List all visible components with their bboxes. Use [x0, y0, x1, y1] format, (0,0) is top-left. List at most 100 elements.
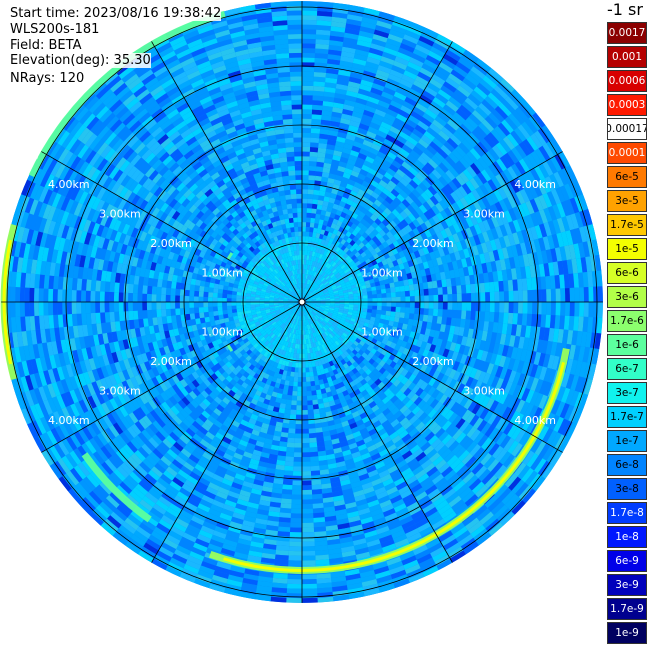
- range-gate-cell: [508, 280, 514, 291]
- range-gate-cell: [302, 43, 316, 48]
- range-gate-cell: [302, 438, 309, 443]
- range-gate-cell: [291, 499, 302, 504]
- range-gate-cell: [299, 349, 302, 354]
- range-gate-cell: [390, 287, 395, 292]
- range-gate-cell: [309, 438, 317, 443]
- range-gate-cell: [313, 91, 324, 97]
- range-gate-cell: [302, 410, 308, 415]
- range-gate-cell: [309, 232, 313, 237]
- range-gate-cell: [297, 401, 302, 406]
- range-gate-cell: [424, 308, 429, 315]
- range-gate-cell: [531, 314, 537, 327]
- range-gate-cell: [316, 209, 322, 214]
- range-gate-cell: [295, 429, 302, 434]
- range-gate-cell: [293, 476, 302, 481]
- range-gate-cell: [288, 433, 295, 438]
- range-gate-cell: [314, 531, 327, 537]
- range-gate-cell: [290, 527, 302, 532]
- range-gate-cell: [290, 523, 302, 528]
- range-gate-cell: [280, 508, 291, 514]
- range-gate-cell: [302, 382, 306, 387]
- range-gate-cell: [452, 286, 457, 294]
- range-gate-cell: [302, 523, 314, 528]
- range-gate-cell: [302, 236, 305, 241]
- range-gate-cell: [316, 166, 324, 172]
- range-gate-cell: [437, 316, 443, 324]
- range-gate-cell: [309, 171, 316, 176]
- range-gate-cell: [432, 316, 438, 324]
- range-gate-cell: [307, 391, 312, 396]
- range-gate-cell: [315, 427, 322, 433]
- range-gate-cell: [286, 598, 302, 603]
- range-gate-cell: [452, 294, 457, 302]
- range-gate-cell: [302, 95, 313, 100]
- range-gate-cell: [462, 302, 467, 311]
- range-gate-cell: [302, 152, 310, 157]
- range-gate-cell: [305, 232, 309, 237]
- range-gate-cell: [302, 448, 310, 453]
- range-gate-cell: [414, 290, 419, 296]
- range-gate-cell: [277, 531, 290, 537]
- range-gate-cell: [413, 284, 418, 291]
- range-gate-cell: [509, 302, 514, 313]
- range-gate-cell: [313, 95, 324, 101]
- range-gate-cell: [310, 152, 318, 157]
- range-gate-cell: [314, 522, 326, 528]
- range-gate-cell: [456, 310, 461, 319]
- range-gate-cell: [278, 526, 290, 532]
- range-gate-cell: [415, 302, 420, 308]
- range-gate-cell: [560, 288, 565, 302]
- range-gate-cell: [401, 297, 406, 302]
- range-gate-cell: [293, 466, 302, 471]
- range-gate-cell: [287, 395, 293, 400]
- range-gate-cell: [433, 288, 438, 295]
- range-gate-cell: [289, 546, 302, 551]
- range-gate-cell: [302, 485, 312, 490]
- range-gate-cell: [302, 584, 317, 589]
- range-gate-cell: [437, 280, 443, 288]
- range-gate-cell: [476, 302, 481, 311]
- range-gate-cell: [349, 299, 354, 302]
- range-gate-cell: [287, 584, 302, 589]
- range-gate-cell: [499, 291, 504, 302]
- range-gate-cell: [448, 294, 453, 302]
- range-gate-cell: [293, 471, 302, 476]
- range-gate-cell: [415, 296, 420, 302]
- range-gate-cell: [317, 399, 323, 405]
- range-gate-cell: [363, 295, 368, 299]
- range-gate-cell: [281, 394, 287, 400]
- range-gate-cell: [311, 213, 316, 218]
- range-gate-cell: [504, 291, 509, 302]
- range-gate-cell: [311, 119, 321, 124]
- range-gate-cell: [433, 295, 438, 302]
- range-gate-cell: [280, 437, 288, 443]
- range-gate-cell: [290, 410, 296, 415]
- range-gate-cell: [377, 302, 382, 306]
- range-gate-cell: [309, 166, 316, 171]
- range-gate-cell: [302, 39, 316, 44]
- range-gate-cell: [308, 410, 314, 415]
- range-gate-cell: [489, 312, 494, 322]
- range-gate-cell: [522, 278, 528, 290]
- range-gate-cell: [315, 176, 322, 182]
- range-gate-cell: [291, 367, 295, 372]
- range-gate-cell: [302, 480, 312, 485]
- range-gate-cell: [556, 288, 561, 302]
- range-gate-cell: [433, 309, 438, 316]
- range-gate-cell: [308, 175, 315, 180]
- range-gate-cell: [311, 133, 320, 138]
- range-gate-cell: [302, 363, 305, 368]
- range-gate-cell: [405, 291, 410, 297]
- range-gate-cell: [317, 394, 323, 400]
- range-gate-cell: [302, 199, 307, 204]
- range-gate-cell: [312, 199, 318, 204]
- range-gate-cell: [302, 119, 312, 124]
- range-gate-cell: [409, 313, 414, 319]
- range-gate-cell: [281, 432, 289, 438]
- range-gate-cell: [296, 415, 302, 420]
- range-gate-cell: [389, 282, 394, 288]
- range-gate-cell: [376, 310, 381, 315]
- range-gate-cell: [438, 309, 443, 317]
- range-gate-cell: [471, 293, 476, 302]
- range-gate-cell: [311, 475, 321, 480]
